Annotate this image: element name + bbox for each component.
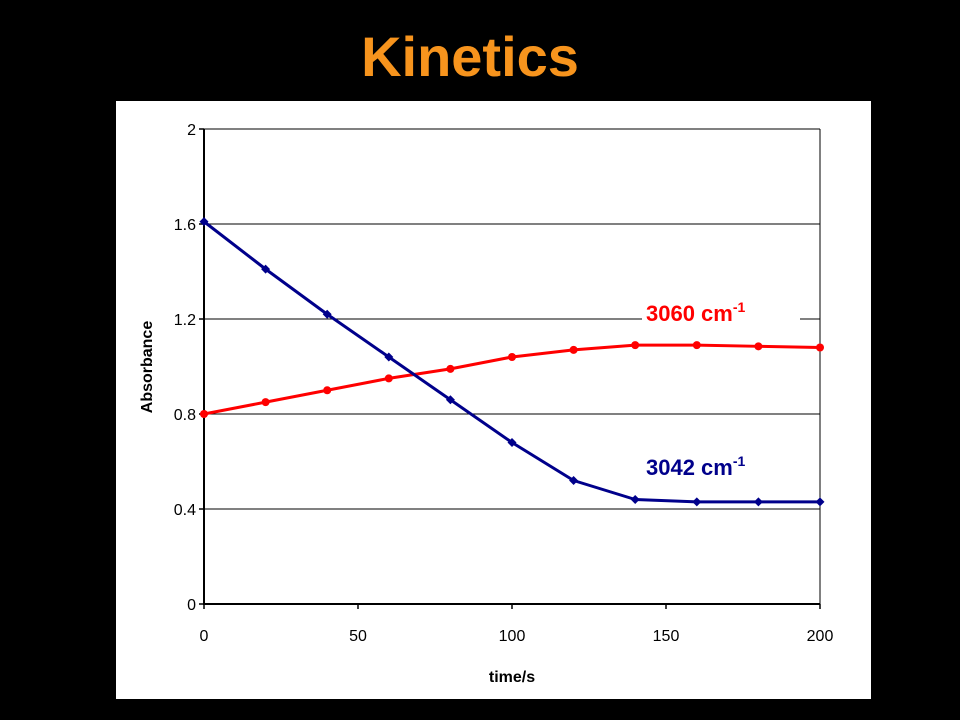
x-tick-label-200: 200	[807, 628, 834, 645]
series-3060-point-5	[508, 353, 516, 361]
series-3042-point-5	[507, 438, 517, 447]
series-3060-point-9	[754, 342, 763, 351]
series-3042-point-7	[630, 495, 640, 504]
series-3042-point-10	[815, 497, 825, 507]
y-axis-title: Absorbance	[139, 321, 156, 414]
series-3060-point-6	[569, 345, 578, 354]
series-3042-point-8	[692, 497, 702, 507]
y-tick-label-0.8: 0.8	[174, 407, 196, 424]
series-label-3060-text: 3060 cm	[646, 301, 733, 326]
gridlines	[204, 128, 821, 604]
x-tick-label-0: 0	[200, 628, 209, 645]
series-3042-point-6	[569, 476, 579, 485]
y-tick-label-0: 0	[187, 597, 196, 614]
series-label-3042-text: 3042 cm	[646, 455, 733, 480]
x-tick-label-50: 50	[349, 628, 367, 645]
y-tick-label-1.6: 1.6	[174, 217, 196, 234]
series-label-3060-superscript: -1	[733, 299, 746, 315]
series-label-3042-superscript: -1	[733, 453, 746, 469]
series-3060-point-10	[816, 343, 824, 352]
series-3060-point-4	[446, 364, 455, 373]
series-3042-point-4	[445, 395, 455, 405]
y-tick-label-0.4: 0.4	[174, 502, 196, 519]
kinetics-chart: 00.40.81.21.620 50 100 150 200 3060 cm-1 304…	[139, 122, 834, 686]
series-3042-point-9	[753, 497, 763, 507]
x-tick-label-150: 150	[653, 628, 680, 645]
x-tick-label-100: 100	[499, 628, 526, 645]
x-axis-title: time/s	[489, 669, 535, 686]
chart-panel: 0 0.4 0.8 1.2 1.6 2 0 50 100 150 200 3060 cm-1 304…	[116, 101, 871, 699]
series	[199, 217, 825, 507]
series-3042-point-2	[322, 309, 332, 319]
series-3042-point-1	[261, 264, 271, 274]
series-label-3042: 3042 cm-1	[646, 453, 746, 480]
axes	[199, 128, 821, 609]
tick-labels: 0 0.4 0.8 1.2 1.6 2 0 50 100 150 200	[174, 122, 834, 645]
series-3060-point-8	[692, 341, 701, 350]
series-3060-point-2	[323, 386, 332, 395]
series-label-3060-background	[642, 291, 800, 329]
series-3042-point-3	[384, 352, 394, 362]
series-3060-point-0	[200, 410, 208, 418]
slide-title: Kinetics	[361, 25, 579, 88]
y-tick-label-2: 2	[187, 122, 196, 139]
series-labels: 3060 cm-1 3042 cm-1	[642, 291, 800, 480]
series-3042-point-0	[199, 217, 209, 227]
series-label-3060: 3060 cm-1	[646, 299, 746, 326]
y-tick-label-1.2: 1.2	[174, 312, 196, 329]
series-3060-point-3	[384, 374, 393, 383]
series-3060-point-7	[631, 341, 640, 350]
series-3060-point-1	[261, 398, 270, 407]
